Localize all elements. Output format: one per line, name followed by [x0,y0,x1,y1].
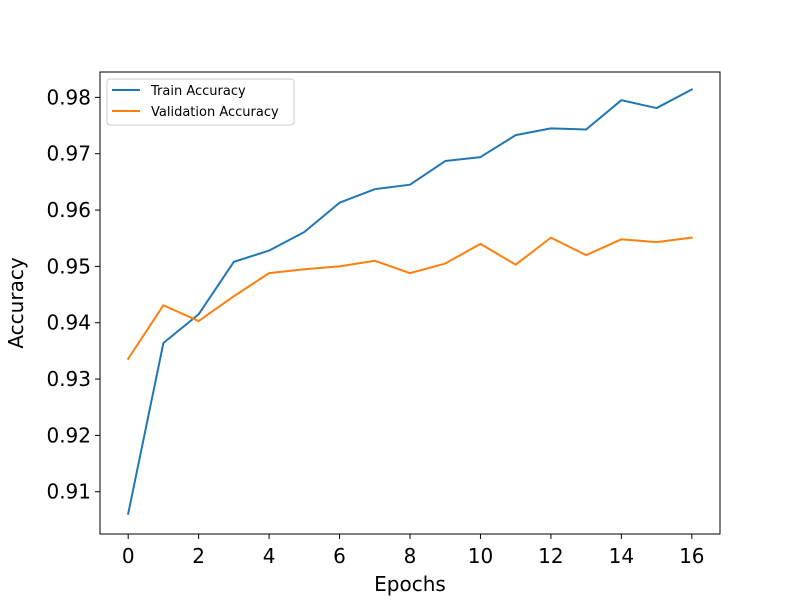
y-tick-label: 0.92 [46,423,91,447]
x-tick-label: 8 [404,544,417,568]
x-tick-label: 4 [263,544,276,568]
y-tick-label: 0.96 [46,198,91,222]
series-line-1 [126,236,693,361]
x-tick-label: 16 [679,544,704,568]
x-axis-label: Epochs [374,572,446,596]
legend-label-1: Validation Accuracy [151,105,279,120]
plot-area [126,88,694,515]
y-tick-label: 0.93 [46,367,91,391]
series-line-0 [126,88,694,515]
x-tick-label: 0 [122,544,135,568]
y-tick-label: 0.91 [46,480,91,504]
x-tick-label: 6 [333,544,346,568]
axes: 0 2 4 6 8 10 12 14 16 0.91 0.92 0.93 0.94 0.95 0.96 0.9… [46,71,721,568]
x-tick-label: 14 [609,544,634,568]
x-tick-label: 2 [192,544,205,568]
y-tick-label: 0.95 [46,254,91,278]
legend-label-0: Train Accuracy [150,84,246,99]
y-tick-label: 0.97 [46,142,91,166]
x-tick-label: 12 [538,544,563,568]
legend-box [106,78,295,126]
y-tick-label: 0.98 [46,85,91,109]
y-axis-label: Accuracy [4,257,28,348]
legend: Train Accuracy Validation Accuracy [106,78,295,126]
y-tick-label: 0.94 [46,311,91,335]
x-tick-label: 10 [468,544,493,568]
